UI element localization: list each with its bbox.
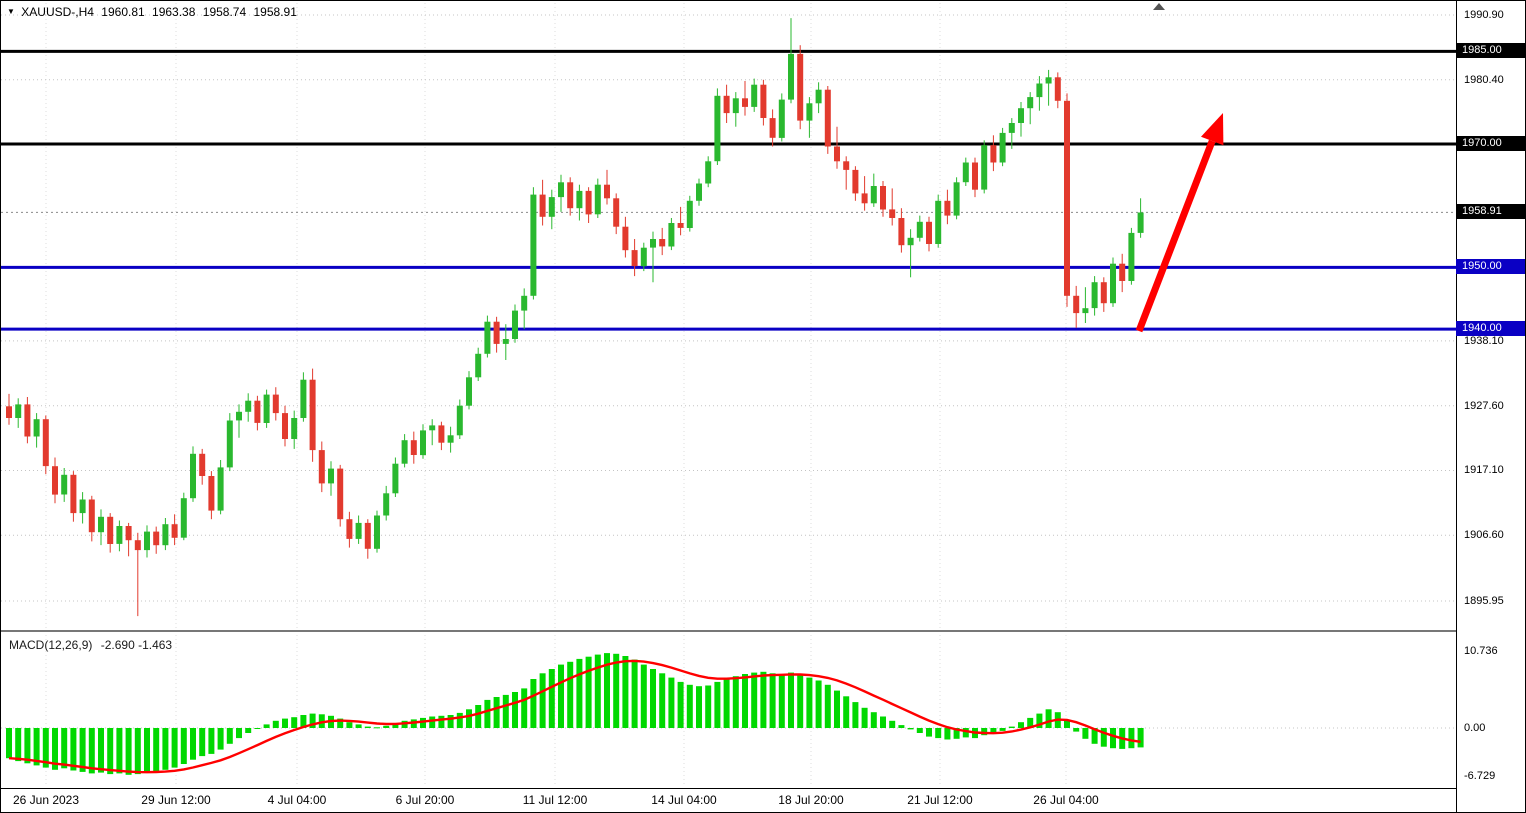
price-level-badge: 1985.00: [1456, 43, 1525, 58]
time-tick-label: 26 Jul 04:00: [1033, 793, 1099, 807]
chart-symbol-info: ▼ XAUUSD-,H4 1960.81 1963.38 1958.74 195…: [7, 5, 301, 19]
price-level-badge: 1940.00: [1456, 321, 1525, 336]
axis-tick-label: 10.736: [1462, 645, 1500, 658]
ohlc-close: 1958.91: [253, 5, 297, 19]
axis-tick-label: 1990.90: [1462, 9, 1506, 22]
axis-tick-label: 0.00: [1462, 722, 1488, 735]
time-tick-label: 14 Jul 04:00: [651, 793, 717, 807]
time-tick-label: 21 Jul 12:00: [907, 793, 973, 807]
axis-tick-label: 1906.60: [1462, 529, 1506, 542]
macd-signal-line: [8, 659, 1141, 774]
ohlc-high: 1963.38: [152, 5, 196, 19]
trend-arrow[interactable]: [1135, 113, 1224, 333]
macd-values: -2.690 -1.463: [100, 638, 173, 652]
macd-indicator-label: MACD(12,26,9) -2.690 -1.463: [9, 638, 177, 652]
price-level-badge: 1950.00: [1456, 259, 1525, 274]
axis-tick-label: 1927.60: [1462, 400, 1506, 413]
axis-tick-label: -6.729: [1462, 770, 1498, 783]
macd-name: MACD(12,26,9): [9, 638, 93, 652]
ohlc-open: 1960.81: [101, 5, 145, 19]
time-tick-label: 18 Jul 20:00: [778, 793, 844, 807]
symbol-dropdown-icon[interactable]: ▼: [7, 7, 15, 16]
time-tick-label: 4 Jul 04:00: [267, 793, 327, 807]
macd-histogram: [6, 653, 1144, 775]
panel-divider[interactable]: [1, 630, 1456, 632]
axis-tick-label: 1895.95: [1462, 595, 1506, 608]
symbol-label: XAUUSD-,H4: [21, 5, 94, 19]
time-tick-label: 26 Jun 2023: [12, 793, 80, 807]
time-axis: 26 Jun 2023 29 Jun 12:00 4 Jul 04:00 6 Jul …: [1, 789, 1456, 812]
axis-tick-label: 1917.10: [1462, 464, 1506, 477]
chart-shift-marker-icon[interactable]: [1153, 3, 1165, 10]
time-tick-label: 11 Jul 12:00: [522, 793, 588, 807]
support-resistance-lines[interactable]: [1, 49, 1456, 331]
grid-lines: [1, 3, 1456, 786]
ohlc-low: 1958.74: [202, 5, 247, 19]
axis-tick-label: 1938.10: [1462, 335, 1506, 348]
price-level-badge: 1970.00: [1456, 136, 1525, 151]
time-tick-label: 6 Jul 20:00: [395, 793, 455, 807]
candlesticks: [6, 18, 1144, 617]
time-tick-label: 29 Jun 12:00: [141, 793, 211, 807]
price-level-badge: 1958.91: [1456, 204, 1525, 219]
price-axis: 1990.90 1980.40 1938.10 1927.60 1917.10 1906.…: [1456, 1, 1525, 812]
axis-tick-label: 1980.40: [1462, 74, 1506, 87]
chart-canvas[interactable]: [1, 1, 1456, 813]
